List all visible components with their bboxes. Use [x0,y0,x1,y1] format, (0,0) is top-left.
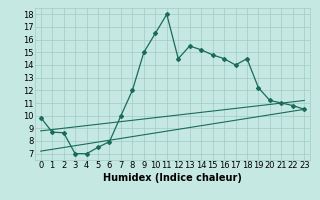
X-axis label: Humidex (Indice chaleur): Humidex (Indice chaleur) [103,173,242,183]
